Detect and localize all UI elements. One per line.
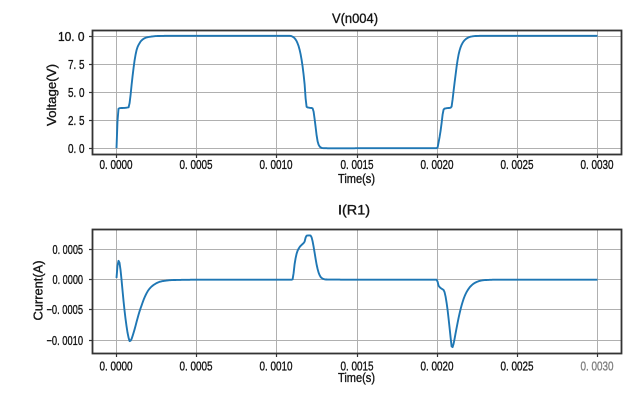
svg-text:Time(s): Time(s) bbox=[338, 370, 375, 385]
svg-text:0. 0005: 0. 0005 bbox=[53, 242, 84, 257]
svg-text:0. 0015: 0. 0015 bbox=[341, 157, 374, 172]
svg-text:I(R1): I(R1) bbox=[338, 203, 370, 218]
svg-text:0. 0020: 0. 0020 bbox=[421, 358, 454, 373]
svg-text:0. 0010: 0. 0010 bbox=[260, 358, 293, 373]
svg-text:0. 0025: 0. 0025 bbox=[501, 157, 534, 172]
svg-text:−0. 0005: −0. 0005 bbox=[47, 302, 84, 317]
svg-text:0. 0020: 0. 0020 bbox=[421, 157, 454, 172]
svg-text:0. 0015: 0. 0015 bbox=[341, 358, 374, 373]
svg-text:−0. 0010: −0. 0010 bbox=[47, 333, 84, 348]
svg-text:Voltage(V): Voltage(V) bbox=[44, 64, 59, 126]
svg-text:V(n004): V(n004) bbox=[332, 11, 378, 26]
svg-text:0. 0030: 0. 0030 bbox=[581, 157, 614, 172]
svg-text:0. 0025: 0. 0025 bbox=[501, 358, 534, 373]
svg-text:0. 0000: 0. 0000 bbox=[100, 358, 133, 373]
svg-text:0. 0: 0. 0 bbox=[68, 141, 85, 156]
svg-text:0. 0030: 0. 0030 bbox=[581, 358, 614, 373]
svg-text:5. 0: 5. 0 bbox=[68, 85, 85, 100]
svg-text:0. 0000: 0. 0000 bbox=[53, 272, 84, 287]
svg-text:0. 0005: 0. 0005 bbox=[180, 157, 213, 172]
svg-text:0. 0005: 0. 0005 bbox=[180, 358, 213, 373]
svg-text:0. 0000: 0. 0000 bbox=[100, 157, 133, 172]
svg-text:0. 0010: 0. 0010 bbox=[260, 157, 293, 172]
svg-text:Time(s): Time(s) bbox=[338, 171, 375, 186]
svg-text:2. 5: 2. 5 bbox=[68, 113, 85, 128]
svg-text:10. 0: 10. 0 bbox=[58, 29, 85, 44]
svg-text:Current(A): Current(A) bbox=[31, 261, 46, 321]
svg-text:7. 5: 7. 5 bbox=[68, 57, 85, 72]
